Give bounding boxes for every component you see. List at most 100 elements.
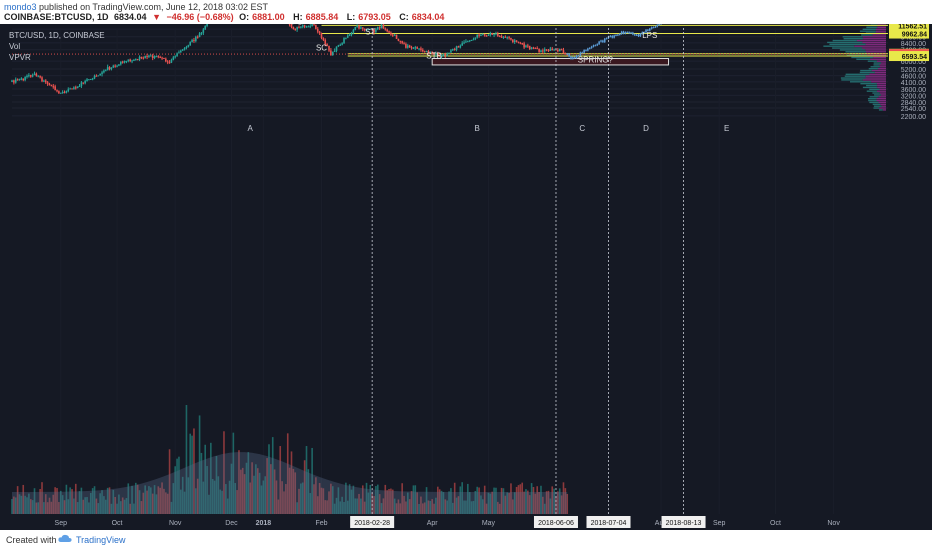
volume-bar (273, 469, 276, 514)
volume-bar (543, 503, 546, 514)
markup-candle (587, 48, 589, 51)
markup-candle (656, 25, 659, 27)
volume-bar (270, 464, 272, 514)
markup-candle (568, 53, 570, 57)
vpvr-bar-up (861, 34, 873, 36)
author-link[interactable]: mondo3 (4, 2, 37, 12)
volume-bar (401, 483, 403, 514)
candle-body (99, 73, 101, 76)
candle-body (442, 54, 445, 56)
volume-bar (89, 492, 92, 514)
volume-bar (322, 488, 325, 514)
candle-body (547, 50, 550, 52)
volume-bar (437, 486, 439, 514)
vpvr-bar-up (866, 90, 877, 92)
volume-bar (316, 496, 319, 514)
candle-body (58, 91, 60, 94)
price-chart[interactable]: ABCDEPSSCARSTSTBSPRING?LPSSOSBULL TRAP O… (0, 0, 932, 530)
candle-body (545, 49, 548, 51)
volume-bar (482, 499, 484, 514)
volume-bar (422, 503, 424, 514)
vpvr-bar-up (873, 62, 882, 64)
volume-bar (560, 495, 563, 514)
volume-bar (427, 500, 430, 514)
volume-bar (440, 490, 443, 514)
tradingview-link[interactable]: TradingView (76, 535, 126, 545)
markup-candle (652, 27, 655, 29)
vpvr-bar-down (865, 51, 886, 53)
volume-bar (104, 499, 107, 514)
volume-bar (442, 492, 445, 514)
vpvr-bar-down (869, 73, 886, 75)
volume-bar (174, 466, 176, 514)
volume-bar (352, 485, 355, 514)
date-marker-box (586, 516, 631, 528)
candle-body (438, 55, 441, 57)
candle-body (343, 38, 345, 44)
candle-body (106, 67, 109, 71)
volume-bar (119, 501, 122, 514)
candle-body (403, 43, 405, 45)
candle-body (288, 22, 291, 25)
volume-bar (378, 494, 381, 514)
candle-body (416, 47, 418, 49)
volume-bar (534, 493, 537, 514)
volume-bar (71, 489, 73, 514)
volume-bar (384, 484, 387, 514)
vpvr-bar-up (874, 94, 881, 96)
volume-bar (67, 499, 70, 514)
markup-candle (643, 32, 645, 34)
candle-body (468, 40, 471, 42)
volume-bar (562, 482, 565, 514)
vpvr-bar-up (859, 30, 876, 32)
volume-bar (474, 490, 477, 514)
volume-bar (373, 496, 375, 514)
volume-bar (125, 498, 128, 514)
candle-body (318, 31, 321, 34)
legend-vpvr: VPVR (9, 53, 31, 62)
volume-bar (453, 482, 456, 514)
volume-bar (16, 486, 19, 514)
volume-bar (425, 487, 428, 514)
volume-bar (508, 492, 510, 514)
volume-bar (435, 497, 437, 514)
volume-bar (78, 491, 81, 514)
volume-bar (191, 435, 193, 514)
candle-body (472, 39, 475, 41)
vpvr-bar-down (879, 92, 886, 94)
volume-bar (22, 484, 25, 514)
candle-body (187, 45, 190, 47)
volume-bar (375, 486, 377, 514)
markup-candle (650, 27, 653, 29)
vpvr-bar-up (832, 39, 857, 42)
candle-body (133, 59, 135, 61)
volume-bar (363, 501, 366, 514)
vpvr-bar-down (872, 34, 886, 36)
volume-bar (292, 468, 295, 514)
candle-body (435, 53, 437, 55)
volume-bar (365, 482, 368, 514)
candle-body (135, 59, 137, 61)
vpvr-bar-down (875, 30, 886, 32)
chart-area[interactable]: ABCDEPSSCARSTSTBSPRING?LPSSOSBULL TRAP O… (0, 0, 932, 530)
candle-body (305, 26, 308, 28)
date-marker-box (661, 516, 706, 528)
candle-body (140, 56, 143, 58)
vpvr-bar-down (876, 28, 886, 30)
candle-body (290, 24, 293, 27)
volume-bar (271, 437, 274, 514)
markup-candle (624, 32, 627, 34)
candle-body (170, 59, 173, 63)
x-tick-label: Aug (655, 520, 668, 527)
candle-body (18, 78, 21, 81)
volume-bar (542, 496, 544, 514)
price-label-box (889, 51, 929, 62)
vpvr-bar-down (878, 67, 886, 70)
volume-bar (103, 496, 105, 514)
volume-bar (517, 485, 520, 514)
y-tick-label: 2840.00 (901, 100, 926, 107)
legend-title: BTC/USD, 1D, COINBASE (9, 31, 105, 40)
candle-body (307, 26, 310, 28)
candle-body (125, 60, 128, 62)
vpvr-bar-up (840, 77, 866, 79)
